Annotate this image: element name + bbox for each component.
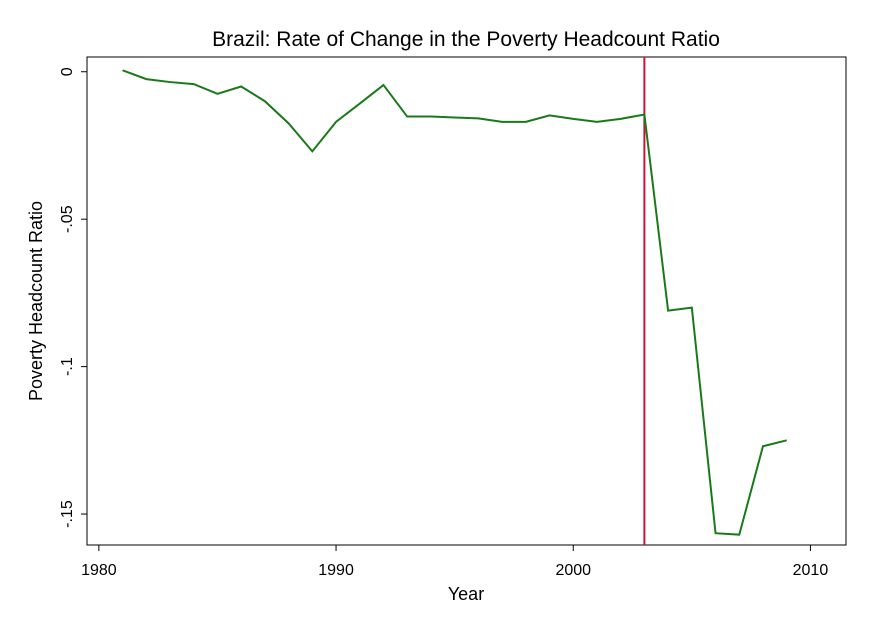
x-tick-label: 2000 — [555, 562, 591, 579]
x-axis-label: Year — [448, 584, 484, 604]
y-tick-label: 0 — [59, 67, 76, 76]
x-tick-label: 1990 — [318, 562, 354, 579]
x-tick-label: 2010 — [793, 562, 829, 579]
series-layer — [122, 69, 787, 536]
x-axis: 1980 1990 2000 2010 — [81, 545, 828, 579]
y-tick-label: -.1 — [59, 357, 76, 376]
y-tick-label: -.15 — [59, 500, 76, 528]
x-tick-label: 1980 — [81, 562, 117, 579]
chart-title: Brazil: Rate of Change in the Poverty He… — [212, 28, 720, 51]
series-line — [122, 69, 787, 536]
y-axis-label: Poverty Headcount Ratio — [26, 201, 46, 401]
y-tick-label: -.05 — [59, 205, 76, 233]
plot-frame — [86, 56, 847, 546]
y-axis: 0 -.05 -.1 -.15 — [59, 67, 87, 528]
